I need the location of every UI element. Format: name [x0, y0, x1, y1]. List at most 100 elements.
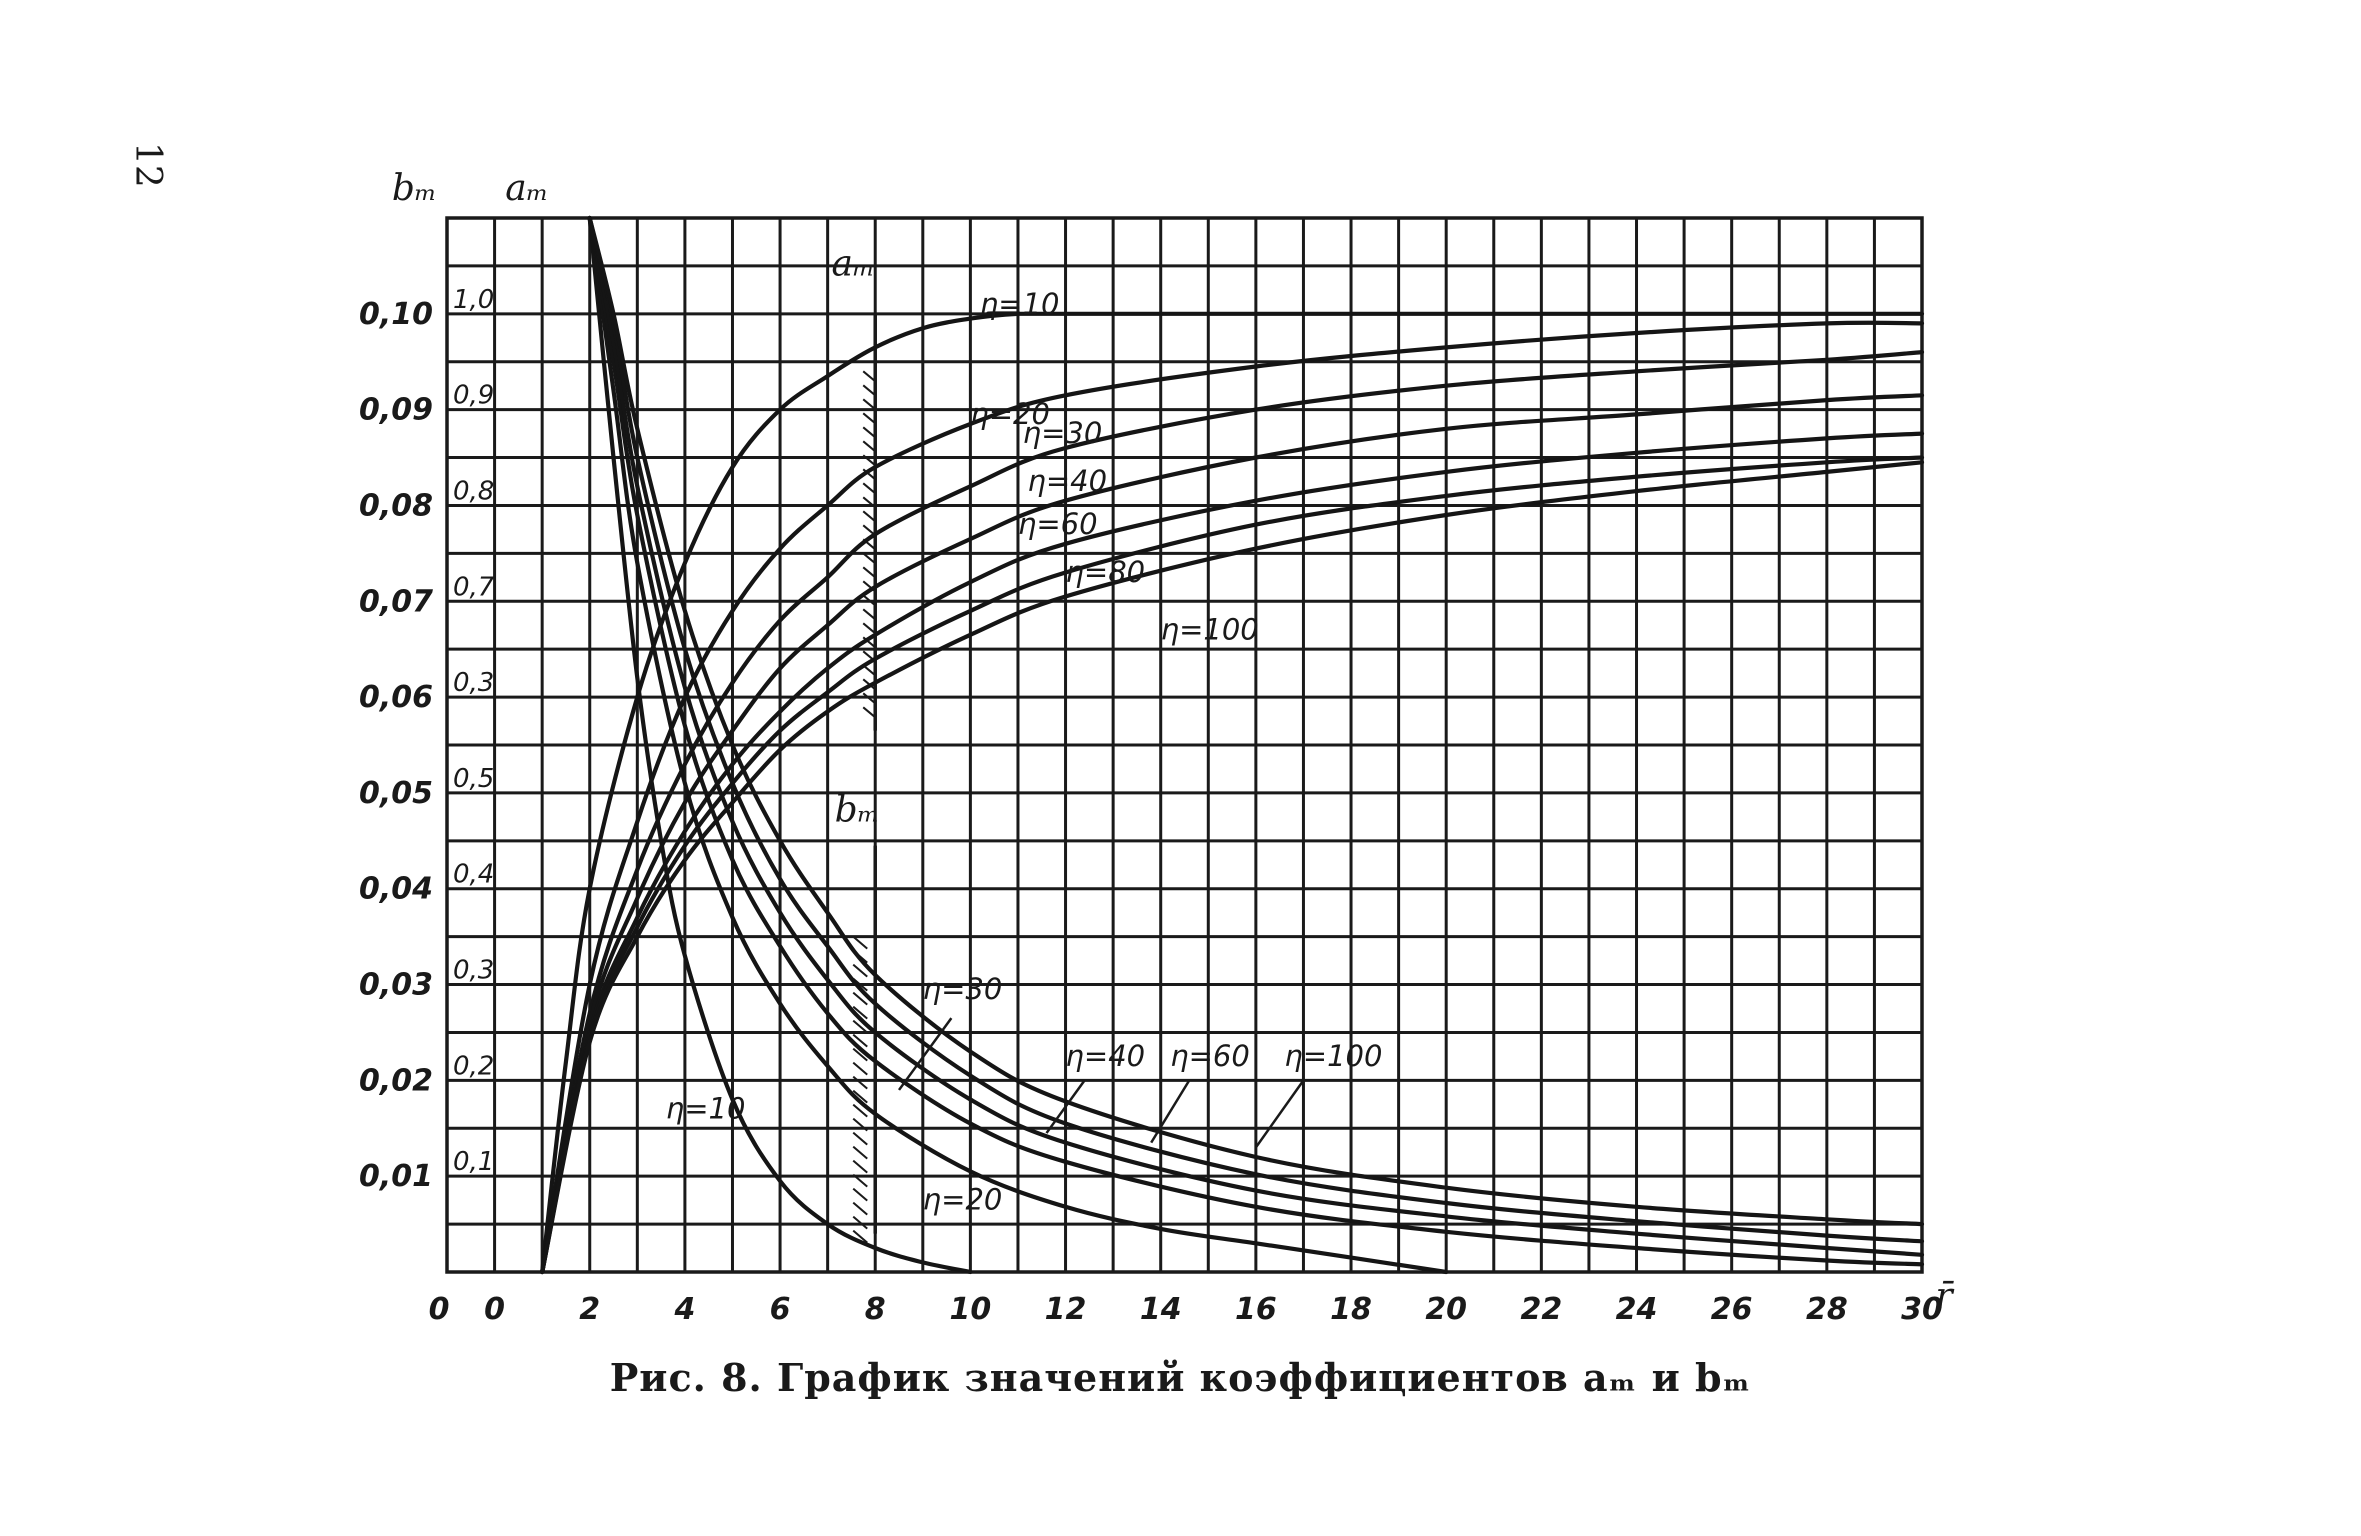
- x-tick-label: 20: [1425, 1292, 1467, 1327]
- curve-a-30: [540, 350, 1925, 1275]
- curve-b-20: [587, 215, 1449, 1275]
- label-leader: [898, 1017, 953, 1091]
- b-curve-label: η=60: [1170, 1039, 1250, 1073]
- curve-labels: aₘbₘη=10η=20η=30η=40η=60η=80η=100η=10η=2…: [666, 243, 1383, 1216]
- hatch-stroke: [852, 1047, 868, 1062]
- a-tick-label: 0,3: [453, 956, 494, 986]
- x-tick-label: 0: [484, 1292, 505, 1327]
- curve-a-20: [540, 320, 1925, 1275]
- hatch-stroke: [862, 370, 876, 383]
- x-tick-label: 4: [673, 1292, 695, 1327]
- hatch-stroke: [862, 510, 876, 523]
- x-tick-label: 2: [579, 1292, 600, 1327]
- x-axis-label: r̄: [1935, 1276, 1954, 1317]
- marker-label-a: aₘ: [831, 243, 875, 284]
- hatch-stroke: [862, 482, 876, 495]
- hatch-stroke: [862, 692, 876, 705]
- curve-a-40: [540, 393, 1925, 1275]
- b-tick-label: 0,01: [359, 1159, 433, 1194]
- a-curve-label: η=30: [1023, 416, 1103, 450]
- hatch-stroke: [862, 608, 876, 621]
- curve-a-80: [540, 455, 1925, 1275]
- x-tick-label: 30: [1901, 1292, 1943, 1327]
- axis-ticks: 0 0 2 4 6 8 10 12 14 16 18 20 22 24 26 28 30r̄0,010,020,…: [359, 168, 1954, 1327]
- figure-caption: Рис. 8. График значений коэффициентов aₘ…: [609, 1355, 1752, 1400]
- x-tick-label: 28: [1806, 1292, 1848, 1327]
- x-tick-label: 8: [865, 1292, 886, 1327]
- b-tick-label: 0,10: [359, 297, 433, 332]
- b-curve-label: η=40: [1066, 1039, 1146, 1073]
- curve-b-60: [587, 215, 1925, 1244]
- hatch-stroke: [852, 1019, 868, 1034]
- hatch-stroke: [862, 426, 876, 439]
- a-curve-label: η=20: [970, 397, 1050, 431]
- b-tick-label: 0,02: [359, 1063, 433, 1098]
- hatch-stroke: [862, 440, 876, 453]
- hatch-stroke: [852, 1075, 868, 1090]
- b-axis-label: bₘ: [392, 168, 437, 209]
- curve-a-10: [540, 311, 1925, 1275]
- b-tick-label: 0,04: [359, 872, 433, 907]
- curve-b-10: [587, 215, 973, 1275]
- x-tick-label: 24: [1616, 1292, 1658, 1327]
- hatch-stroke: [852, 1061, 868, 1076]
- hatch-stroke: [852, 1201, 868, 1216]
- curve-b-40: [587, 215, 1925, 1257]
- curve-a-60: [540, 431, 1925, 1275]
- b-tick-label: 0,03: [359, 968, 433, 1003]
- a-tick-label: 0,5: [453, 764, 494, 794]
- x-tick-label: 0: [429, 1292, 450, 1327]
- label-leader: [1150, 1079, 1191, 1144]
- hatch-stroke: [852, 1103, 868, 1118]
- label-leader: [1045, 1079, 1086, 1134]
- hatch-stroke: [862, 622, 876, 635]
- hatch-stroke: [862, 552, 876, 565]
- hatch-stroke: [862, 706, 876, 719]
- a-curve-label: η=60: [1018, 507, 1098, 541]
- a-tick-label: 1,0: [453, 285, 494, 315]
- x-tick-label: 6: [770, 1292, 791, 1327]
- x-tick-label: 26: [1711, 1292, 1753, 1327]
- b-curve-label: η=10: [666, 1092, 746, 1126]
- hatch-stroke: [852, 963, 868, 978]
- hatch-stroke: [852, 1229, 868, 1244]
- hatch-stroke: [862, 412, 876, 425]
- hatch-stroke: [852, 1159, 868, 1174]
- a-tick-label: 0,1: [453, 1147, 494, 1177]
- hatch-stroke: [852, 1215, 868, 1230]
- b-tick-label: 0,05: [359, 776, 433, 811]
- a-tick-label: 0,4: [453, 860, 494, 890]
- b-tick-label: 0,09: [359, 393, 433, 428]
- curve-a-100: [540, 460, 1925, 1275]
- b-curve-label: η=20: [923, 1183, 1003, 1217]
- x-tick-label: 10: [950, 1292, 992, 1327]
- a-curve-label: η=100: [1161, 613, 1259, 647]
- hatch-stroke: [852, 1131, 868, 1146]
- hatch-stroke: [852, 1005, 868, 1020]
- b-tick-label: 0,06: [359, 680, 433, 715]
- a-tick-label: 0,2: [453, 1051, 494, 1081]
- b-curve-label: η=100: [1284, 1039, 1382, 1073]
- b-curve-label: η=30: [923, 972, 1003, 1006]
- hatch-stroke: [852, 1033, 868, 1048]
- a-tick-label: 0,3: [453, 668, 494, 698]
- x-tick-label: 16: [1235, 1292, 1277, 1327]
- curve-b-100: [587, 215, 1925, 1227]
- hatch-stroke: [852, 1173, 868, 1188]
- label-leader: [1254, 1079, 1305, 1149]
- b-tick-label: 0,08: [359, 488, 433, 523]
- x-tick-label: 14: [1140, 1292, 1182, 1327]
- a-curve-label: η=10: [980, 287, 1060, 321]
- marker-line-r8: [852, 313, 877, 1244]
- hatch-stroke: [862, 496, 876, 509]
- curve-b-30: [587, 215, 1925, 1267]
- plot-frame: [445, 216, 1924, 1274]
- a-axis-label: aₘ: [505, 168, 549, 209]
- a-curve-label: η=80: [1066, 555, 1146, 589]
- a-tick-label: 0,7: [453, 572, 495, 602]
- hatch-stroke: [862, 566, 876, 579]
- hatch-stroke: [862, 398, 876, 411]
- chart-curves: [540, 215, 1925, 1275]
